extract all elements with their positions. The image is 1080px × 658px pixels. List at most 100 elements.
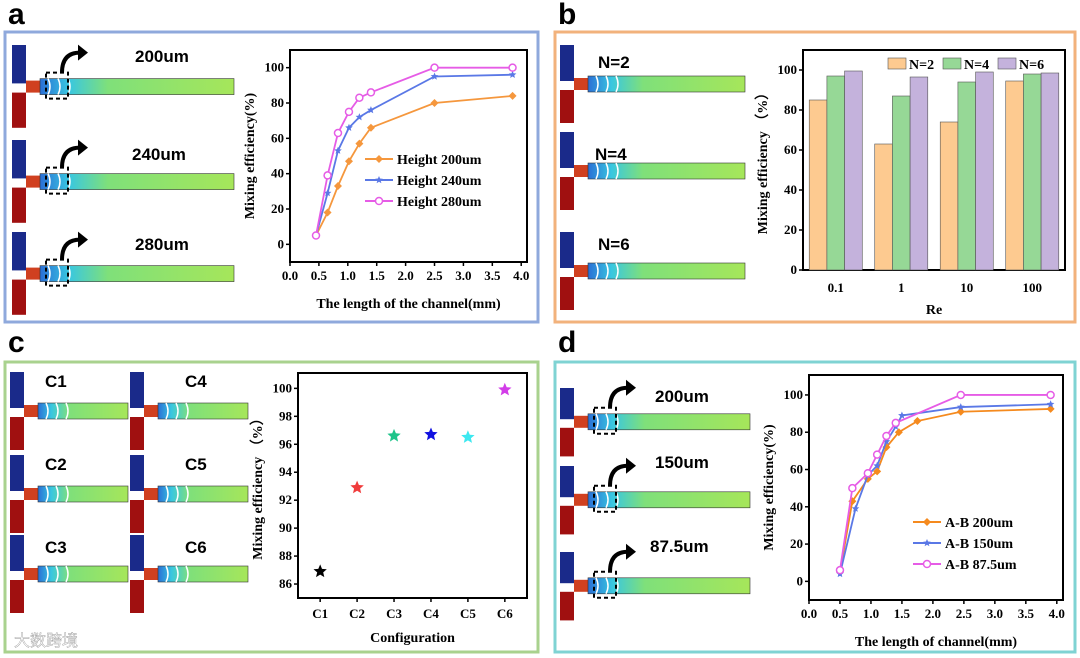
- inlet-a: [10, 535, 24, 571]
- simulation-label: 200um: [135, 47, 189, 66]
- data-point: [851, 504, 860, 512]
- y-tick-label: 60: [784, 142, 797, 157]
- data-point: [333, 128, 343, 138]
- arrow-head-icon: [78, 139, 88, 156]
- data-point: [508, 91, 517, 100]
- x-tick-label: C2: [349, 606, 365, 621]
- data-point: [344, 157, 353, 166]
- arrow-icon: [60, 145, 81, 168]
- y-tick-label: 60: [271, 130, 284, 145]
- simulation-thumbnail: [12, 231, 235, 315]
- x-axis-label: The length of the channel(mm): [316, 297, 501, 312]
- legend-marker: [923, 539, 931, 547]
- zoom-box: [593, 570, 617, 599]
- data-point: [894, 428, 903, 437]
- serpentine-wall: [47, 265, 51, 282]
- serpentine-wall: [595, 491, 599, 509]
- serpentine-wall: [55, 402, 59, 420]
- simulation-thumbnail: [10, 372, 129, 450]
- data-point: [333, 182, 342, 191]
- mixing-channel: [37, 485, 129, 503]
- data-point: [311, 231, 321, 240]
- x-tick-label: 4.0: [1049, 606, 1065, 621]
- legend-marker: [375, 155, 383, 163]
- junction: [574, 579, 588, 592]
- x-tick-label: 2.0: [397, 268, 413, 283]
- y-tick-label: 90: [279, 520, 292, 535]
- y-tick-label: 0: [278, 236, 285, 251]
- data-point: [956, 390, 966, 400]
- x-tick-label: 1: [898, 280, 905, 295]
- inlet-b: [560, 277, 574, 310]
- bar: [808, 99, 828, 271]
- simulation-label: 200um: [655, 387, 709, 406]
- arrow-head-icon: [626, 543, 636, 560]
- x-tick-label: 1.5: [369, 268, 386, 283]
- junction: [574, 265, 588, 277]
- serpentine-wall: [605, 75, 609, 93]
- x-tick-label: C1: [312, 606, 328, 621]
- legend-swatch: [997, 57, 1017, 70]
- panels: a b c d: [3, 0, 1077, 654]
- serpentine-wall: [595, 577, 599, 595]
- serpentine-wall: [605, 491, 609, 509]
- y-axis-label: Mixing efficiency （%）: [755, 86, 771, 235]
- serpentine-wall: [65, 565, 69, 583]
- y-tick-label: 0: [797, 573, 804, 588]
- inlet-a: [560, 552, 574, 584]
- serpentine-wall: [57, 173, 61, 190]
- y-tick-label: 80: [790, 424, 803, 439]
- y-tick-label: 20: [271, 201, 284, 216]
- legend-label: N=4: [964, 58, 989, 73]
- inlet-b: [12, 187, 26, 223]
- y-tick-label: 100: [784, 387, 804, 402]
- inlet-a: [10, 455, 24, 491]
- panel-b-frame: [553, 30, 1077, 324]
- legend-swatch: [887, 57, 907, 70]
- serpentine-wall: [605, 413, 609, 431]
- chart-c: 86 88 90 92 94 96 98 100 Configuration Mixing eff…: [250, 372, 528, 646]
- inlet-b: [12, 92, 26, 128]
- simulation-thumbnail: [560, 45, 746, 123]
- simulation-label: N=2: [598, 53, 630, 72]
- x-axis-label: The length of channel(mm): [855, 635, 1018, 650]
- serpentine-wall: [595, 413, 599, 431]
- simulation-thumbnail: [12, 44, 235, 128]
- zoom-box: [45, 166, 69, 195]
- data-point: [366, 123, 375, 132]
- mixing-channel: [39, 173, 235, 190]
- data-point: [430, 63, 439, 72]
- inlet-b: [130, 580, 144, 613]
- serpentine-wall: [605, 577, 609, 595]
- simulation-thumbnail: [130, 535, 249, 613]
- plot-frame: [297, 372, 528, 599]
- legend-label: A-B 200um: [945, 516, 1013, 531]
- data-point: [498, 382, 512, 396]
- data-point: [1046, 400, 1055, 408]
- x-tick-label: 4.0: [513, 268, 529, 283]
- simulation-thumbnail: [130, 372, 249, 450]
- serpentine-wall: [57, 78, 61, 95]
- inlet-b: [12, 279, 26, 315]
- bar: [975, 71, 994, 271]
- mixing-channel: [37, 565, 129, 583]
- junction: [144, 405, 158, 417]
- data-point: [355, 93, 364, 102]
- x-tick-label: 1.0: [340, 268, 356, 283]
- data-point: [913, 417, 922, 426]
- simulation-thumbnail: [560, 457, 751, 535]
- y-tick-label: 92: [279, 492, 292, 507]
- junction: [574, 493, 588, 506]
- legend-label: A-B 87.5um: [945, 558, 1017, 573]
- serpentine-wall: [615, 162, 619, 180]
- data-point: [1046, 390, 1055, 400]
- inlet-a: [560, 232, 574, 268]
- x-tick-label: 10: [960, 280, 973, 295]
- serpentine-wall: [605, 162, 609, 180]
- bar: [957, 81, 976, 271]
- mixing-channel: [157, 485, 249, 503]
- inlet-a: [560, 388, 574, 420]
- x-tick-label: 1.0: [863, 606, 879, 621]
- zoom-box: [593, 406, 617, 435]
- serpentine-wall: [165, 485, 169, 503]
